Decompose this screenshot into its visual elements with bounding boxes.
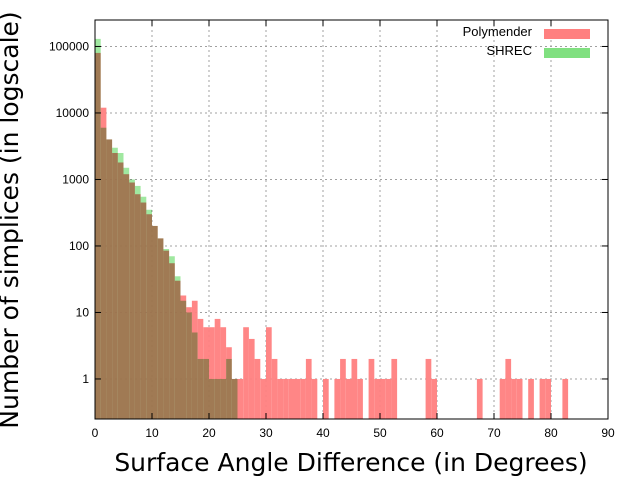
- bar-shrec: [157, 238, 164, 419]
- bar-polymender: [243, 327, 249, 419]
- bar-polymender: [368, 358, 375, 419]
- bar-shrec: [117, 153, 124, 419]
- bar-polymender: [431, 378, 437, 419]
- bar-shrec: [112, 147, 118, 420]
- bar-shrec: [152, 225, 158, 419]
- bar-polymender: [294, 378, 301, 419]
- bar-shrec: [134, 185, 141, 419]
- x-axis-title: Surface Angle Difference (in Degrees): [114, 448, 587, 477]
- bar-shrec: [129, 179, 135, 419]
- bar-polymender: [391, 358, 398, 419]
- bar-polymender: [283, 378, 289, 419]
- x-tick-label: 60: [430, 426, 444, 440]
- bar-polymender: [539, 378, 546, 419]
- bar-polymender: [277, 378, 284, 419]
- bar-polymender: [357, 378, 363, 419]
- bar-shrec: [95, 38, 101, 420]
- bar-shrec: [163, 249, 170, 419]
- bar-polymender: [260, 378, 266, 419]
- bar-polymender: [476, 378, 483, 419]
- x-tick-label: 30: [259, 426, 273, 440]
- bar-shrec: [123, 167, 130, 419]
- y-tick-label: 10: [76, 305, 90, 319]
- bar-shrec: [106, 139, 113, 419]
- legend-label-shrec: SHREC: [486, 43, 532, 58]
- bar-shrec: [186, 312, 192, 419]
- bar-shrec: [140, 196, 147, 419]
- bar-shrec: [180, 300, 187, 419]
- x-tick-label: 80: [544, 426, 558, 440]
- bar-shrec: [214, 378, 221, 419]
- bar-polymender: [380, 378, 386, 419]
- x-tick-label: 10: [145, 426, 159, 440]
- bar-polymender: [254, 358, 261, 419]
- bar-polymender: [266, 327, 272, 419]
- bar-polymender: [545, 378, 551, 419]
- bar-shrec: [174, 276, 181, 419]
- bar-shrec: [169, 256, 175, 419]
- x-tick-label: 90: [601, 426, 615, 440]
- plot-frame: [94, 19, 609, 420]
- x-tick-label: 50: [373, 426, 387, 440]
- bar-polymender: [288, 378, 295, 419]
- legend-label-polymender: Polymender: [463, 24, 533, 39]
- x-tick-label: 0: [92, 426, 99, 440]
- bar-polymender: [425, 358, 432, 419]
- bar-shrec: [100, 127, 107, 420]
- bars: [95, 38, 569, 420]
- legend-swatch-polymender: [544, 29, 590, 39]
- bar-polymender: [305, 358, 312, 419]
- legend: Polymender SHREC: [463, 24, 590, 58]
- x-axis-ticks: 0 10 20 30 40 50 60 70 80 90: [92, 20, 615, 440]
- y-tick-label: 1000: [62, 172, 89, 186]
- bar-polymender: [511, 378, 517, 419]
- y-tick-label: 100: [69, 239, 89, 253]
- bar-polymender: [220, 327, 227, 419]
- series-shrec: [95, 38, 238, 420]
- bar-polymender: [374, 378, 380, 419]
- bar-polymender: [214, 318, 221, 419]
- y-axis-ticks: 1 10 100 1000 10000 100000: [49, 39, 608, 386]
- y-tick-label: 100000: [49, 39, 89, 53]
- y-axis-title: Number of simplices (in logscale): [0, 11, 24, 428]
- bar-shrec: [226, 358, 232, 419]
- legend-swatch-shrec: [544, 48, 590, 58]
- bar-polymender: [334, 378, 341, 419]
- bar-shrec: [146, 209, 152, 419]
- bar-shrec: [191, 332, 198, 419]
- bar-polymender: [311, 378, 318, 419]
- bar-polymender: [516, 378, 523, 419]
- bar-shrec: [203, 358, 209, 419]
- bar-shrec: [197, 358, 204, 419]
- bar-shrec: [209, 378, 215, 419]
- bar-polymender: [323, 378, 329, 419]
- bar-polymender: [271, 358, 278, 419]
- bar-polymender: [385, 378, 392, 419]
- bar-polymender: [237, 378, 244, 419]
- bar-polymender: [351, 358, 358, 419]
- x-tick-label: 40: [316, 426, 330, 440]
- bar-polymender: [499, 378, 506, 419]
- bar-polymender: [209, 327, 215, 419]
- bar-polymender: [505, 358, 512, 419]
- y-tick-label: 1: [82, 372, 89, 386]
- bar-shrec: [220, 378, 227, 419]
- bar-shrec: [231, 378, 238, 419]
- x-tick-label: 20: [202, 426, 216, 440]
- bar-polymender: [300, 378, 306, 419]
- y-tick-label: 10000: [56, 106, 90, 120]
- x-tick-label: 70: [487, 426, 501, 440]
- bar-polymender: [562, 378, 569, 419]
- bar-polymender: [340, 358, 346, 419]
- bar-polymender: [528, 378, 534, 419]
- bar-polymender: [345, 378, 352, 419]
- bar-polymender: [248, 338, 255, 419]
